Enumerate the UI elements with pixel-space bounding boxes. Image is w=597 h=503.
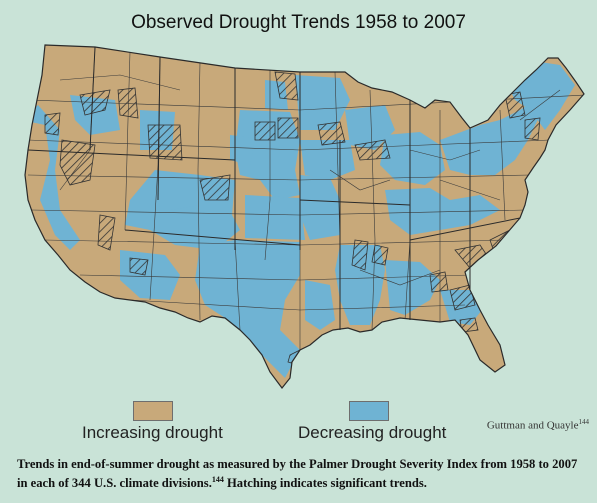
us-drought-map <box>24 44 585 389</box>
credit-ref: 144 <box>578 418 590 426</box>
legend-label-increasing: Increasing drought <box>82 423 223 442</box>
source-credit: Guttman and Quayle144 <box>487 418 589 432</box>
caption-part2: Hatching indicates significant trends. <box>223 476 427 491</box>
legend-swatch-decreasing <box>349 401 389 421</box>
caption-ref: 144 <box>211 475 224 484</box>
map-title: Observed Drought Trends 1958 to 2007 <box>131 12 466 33</box>
credit-text: Guttman and Quayle <box>486 419 579 432</box>
state-borders <box>27 46 521 330</box>
legend-label-decreasing: Decreasing drought <box>298 423 447 442</box>
caption-part1: Trends in end-of-summer drought as measu… <box>17 457 578 491</box>
figure-caption: Trends in end-of-summer drought as measu… <box>17 456 589 491</box>
legend-swatch-increasing <box>133 401 173 421</box>
